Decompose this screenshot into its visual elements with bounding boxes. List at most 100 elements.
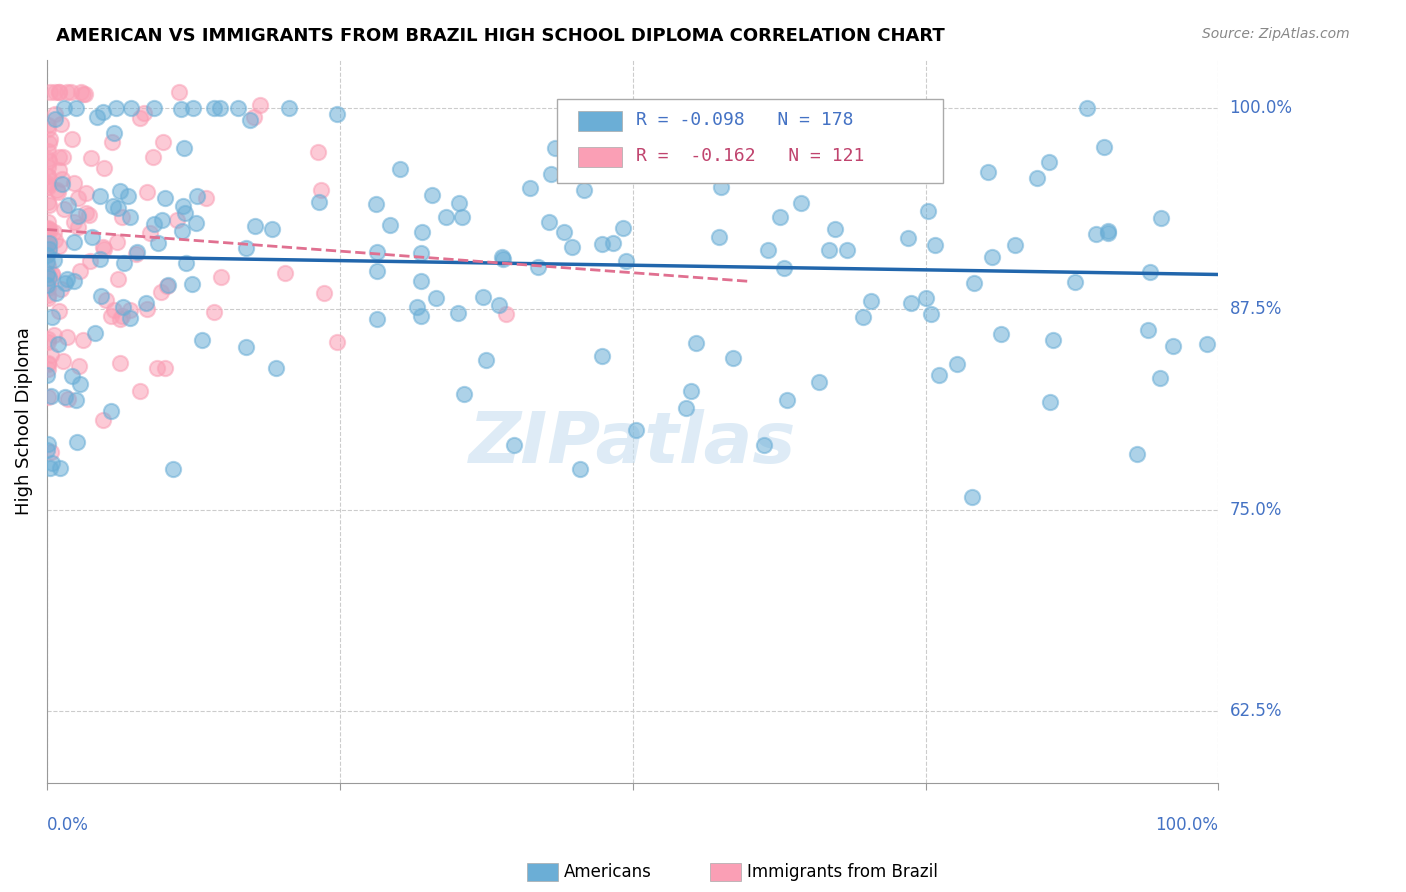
- Point: [46, 337, 69, 351]
- Point: [561, 240, 583, 254]
- Point: [89, 188, 111, 202]
- Text: AMERICAN VS IMMIGRANTS FROM BRAZIL HIGH SCHOOL DIPLOMA CORRELATION CHART: AMERICAN VS IMMIGRANTS FROM BRAZIL HIGH …: [56, 27, 945, 45]
- Point: [107, 271, 129, 285]
- Point: [59, 85, 82, 99]
- Point: [1064, 275, 1087, 289]
- Point: [406, 300, 429, 314]
- Point: [38, 235, 60, 250]
- Point: [37, 278, 59, 293]
- Point: [981, 250, 1004, 264]
- Point: [41, 445, 63, 459]
- Text: R =  -0.162   N = 121: R = -0.162 N = 121: [636, 147, 865, 165]
- Point: [37, 198, 59, 212]
- Point: [44, 225, 66, 239]
- Point: [37, 443, 59, 458]
- Point: [58, 198, 80, 212]
- Point: [60, 132, 83, 146]
- Point: [127, 244, 149, 259]
- Point: [502, 437, 524, 451]
- Point: [66, 434, 89, 449]
- Text: Source: ZipAtlas.com: Source: ZipAtlas.com: [1202, 27, 1350, 41]
- Point: [190, 333, 212, 347]
- Point: [180, 277, 202, 292]
- Point: [447, 306, 470, 320]
- Point: [44, 233, 66, 247]
- Point: [48, 460, 70, 475]
- Point: [591, 236, 613, 251]
- Point: [915, 291, 938, 305]
- Point: [945, 357, 967, 371]
- Point: [80, 151, 103, 165]
- Point: [492, 252, 515, 267]
- Point: [66, 209, 89, 223]
- Point: [274, 266, 297, 280]
- Point: [1004, 237, 1026, 252]
- Point: [1076, 101, 1098, 115]
- Point: [150, 285, 173, 300]
- Point: [1149, 371, 1171, 385]
- Point: [450, 210, 472, 224]
- Point: [527, 260, 550, 274]
- Point: [194, 191, 217, 205]
- Point: [56, 271, 79, 285]
- Point: [38, 154, 60, 169]
- Text: 62.5%: 62.5%: [1230, 702, 1282, 720]
- Point: [91, 413, 114, 427]
- Point: [572, 182, 595, 196]
- Point: [38, 267, 60, 281]
- Point: [243, 219, 266, 233]
- Point: [45, 285, 67, 300]
- Point: [627, 101, 650, 115]
- Point: [108, 184, 131, 198]
- Point: [37, 220, 59, 235]
- Point: [37, 122, 59, 136]
- Point: [309, 183, 332, 197]
- Point: [117, 189, 139, 203]
- Text: Immigrants from Brazil: Immigrants from Brazil: [747, 863, 938, 881]
- Point: [915, 101, 938, 115]
- Point: [807, 375, 830, 389]
- Point: [314, 286, 336, 301]
- Point: [260, 222, 283, 236]
- Text: 100.0%: 100.0%: [1156, 816, 1219, 834]
- Point: [235, 340, 257, 354]
- Point: [142, 101, 165, 115]
- Point: [120, 303, 142, 318]
- Point: [538, 215, 561, 229]
- Point: [120, 101, 142, 115]
- Point: [37, 152, 59, 166]
- Point: [380, 218, 402, 232]
- Point: [56, 85, 79, 99]
- Point: [135, 295, 157, 310]
- Point: [91, 240, 114, 254]
- Point: [37, 356, 59, 370]
- Point: [48, 304, 70, 318]
- Point: [679, 384, 702, 398]
- Point: [103, 303, 125, 318]
- Point: [139, 226, 162, 240]
- Point: [48, 163, 70, 178]
- Point: [409, 310, 432, 324]
- Point: [239, 113, 262, 128]
- Point: [72, 87, 94, 101]
- Point: [612, 220, 634, 235]
- Point: [491, 250, 513, 264]
- Point: [1137, 323, 1160, 337]
- Point: [181, 101, 204, 115]
- Point: [37, 180, 59, 194]
- Point: [156, 277, 179, 292]
- Point: [91, 105, 114, 120]
- Point: [204, 101, 226, 115]
- Point: [769, 210, 792, 224]
- Point: [52, 101, 75, 115]
- Point: [707, 230, 730, 244]
- Point: [776, 392, 799, 407]
- Point: [67, 220, 90, 235]
- Bar: [578, 111, 621, 131]
- Point: [37, 144, 59, 158]
- Point: [146, 361, 169, 376]
- Point: [37, 243, 59, 257]
- Point: [52, 150, 75, 164]
- Point: [860, 294, 883, 309]
- Point: [86, 111, 108, 125]
